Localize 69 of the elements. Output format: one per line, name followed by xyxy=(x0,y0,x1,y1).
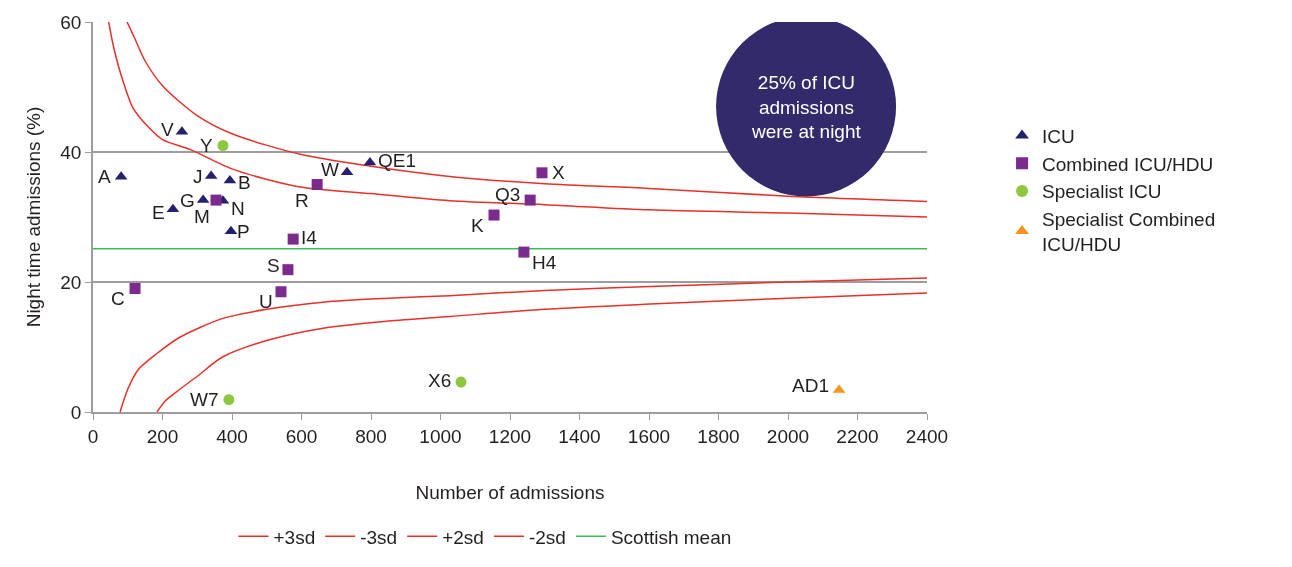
annotation: I4 xyxy=(301,227,318,248)
y-axis-title: Night time admissions (%) xyxy=(22,106,44,328)
point xyxy=(536,167,548,179)
annotation: R xyxy=(295,190,309,211)
point xyxy=(311,179,323,190)
annotation: C xyxy=(111,288,125,309)
point xyxy=(210,194,222,206)
y-tick-label: 60 xyxy=(60,11,82,33)
annotation: K xyxy=(471,215,484,236)
x-tick-label: 800 xyxy=(355,425,387,447)
legend-label: Combined ICU/HDU xyxy=(1042,153,1214,175)
annotation: A xyxy=(98,166,111,187)
x-tick-label: 2000 xyxy=(766,425,810,447)
legend-label: +2sd xyxy=(442,526,484,548)
point xyxy=(488,209,500,221)
point xyxy=(287,233,299,245)
annotation: U xyxy=(259,291,273,312)
annotation: J xyxy=(193,166,203,187)
x-tick-label: 1600 xyxy=(627,425,671,447)
x-tick-label: 200 xyxy=(146,425,179,447)
annotation: P xyxy=(237,221,250,242)
annotation: 25% of ICU admissions were at night xyxy=(751,72,862,143)
annotation: W xyxy=(321,159,339,180)
point xyxy=(455,376,467,388)
annotation: AD1 xyxy=(792,375,829,396)
legend-label: ICU xyxy=(1042,125,1075,147)
x-tick-label: 400 xyxy=(216,425,248,447)
y-tick-label: 0 xyxy=(70,401,82,423)
legend-label: +3sd xyxy=(273,526,316,548)
annotation: M xyxy=(194,206,210,227)
point xyxy=(518,246,530,258)
annotation: X xyxy=(552,162,565,183)
annotation: QE1 xyxy=(378,150,417,171)
x-tick-label: 1400 xyxy=(558,425,601,447)
point xyxy=(223,394,235,406)
x-tick-label: 0 xyxy=(87,425,99,447)
annotation: W7 xyxy=(190,389,219,410)
annotation: Y xyxy=(200,135,213,156)
point xyxy=(363,156,377,166)
x-tick-label: 1000 xyxy=(419,425,462,447)
annotation: Q3 xyxy=(495,184,521,205)
point xyxy=(224,225,238,235)
x-tick-label: 2400 xyxy=(905,425,949,447)
x-tick-label: 2200 xyxy=(836,425,879,447)
annotation: G xyxy=(180,190,195,211)
x-tick-label: 1200 xyxy=(488,425,532,447)
x-axis-title: Number of admissions xyxy=(415,481,605,503)
annotation: H4 xyxy=(532,252,557,273)
point xyxy=(282,264,294,276)
point xyxy=(275,286,287,298)
point xyxy=(524,194,536,206)
annotation: V xyxy=(161,119,174,140)
legend-label: Scottish mean xyxy=(610,526,732,548)
line-series xyxy=(156,292,927,412)
legend-label: Specialist Combined ICU/HDU xyxy=(1042,209,1216,255)
x-tick-label: 1800 xyxy=(697,425,740,447)
x-tick-label: 600 xyxy=(285,425,318,447)
annotation: X6 xyxy=(428,370,452,391)
annotation: E xyxy=(152,202,165,223)
annotation: B xyxy=(238,172,251,193)
point xyxy=(129,283,141,294)
legend-label: Specialist ICU xyxy=(1042,181,1162,203)
legend-label: -2sd xyxy=(528,526,566,548)
annotation: N xyxy=(231,198,245,219)
y-tick-label: 40 xyxy=(60,141,82,163)
annotation: S xyxy=(267,255,280,276)
point xyxy=(217,140,229,151)
y-tick-label: 20 xyxy=(60,271,82,293)
legend-label: -3sd xyxy=(360,526,398,548)
